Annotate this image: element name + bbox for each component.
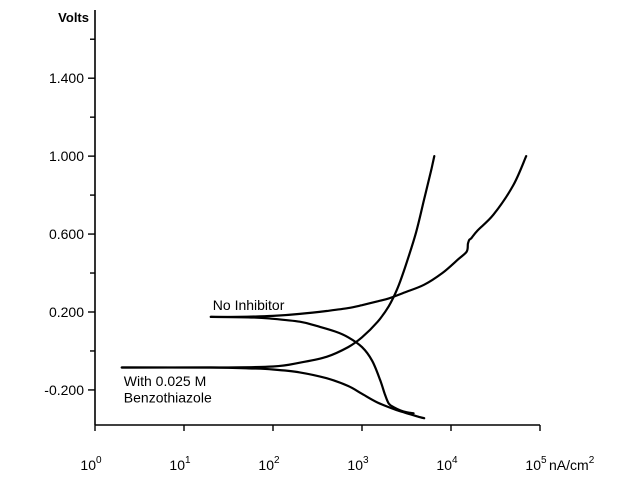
x-tick-label: 102 [258,455,280,473]
chart-axes [94,10,540,426]
curve-no-inhibitor-anodic [209,155,528,319]
curve-no-inhibitor-cathodic [209,315,415,415]
curve-benzothiazole-anodic [120,155,436,369]
data-curves [120,155,528,420]
y-axis-title: Volts [58,10,89,25]
x-tick-label: 103 [347,455,369,473]
x-tick-label: 100 [80,455,102,473]
y-tick-label: 1.400 [49,70,84,86]
annotation-label: With 0.025 M [124,373,206,389]
x-tick-label: 101 [169,455,191,473]
chart-labels: Volts 1.400 1.000 0.600 0.200 -0.200 100 101 102… [44,10,594,473]
y-tick-label: 0.200 [49,304,84,320]
x-tick-label: 104 [436,455,458,473]
annotation-label: Benzothiazole [124,390,212,406]
y-tick-label: 0.600 [49,226,84,242]
y-tick-label: -0.200 [44,382,84,398]
curve-benzothiazole-cathodic [120,366,426,420]
x-tick-label: 105 [525,455,547,473]
annotation-label: No Inhibitor [213,297,285,313]
axis-ticks [88,38,541,431]
x-axis-unit-label: nA/cm2 [549,455,595,473]
y-tick-label: 1.000 [49,148,84,164]
